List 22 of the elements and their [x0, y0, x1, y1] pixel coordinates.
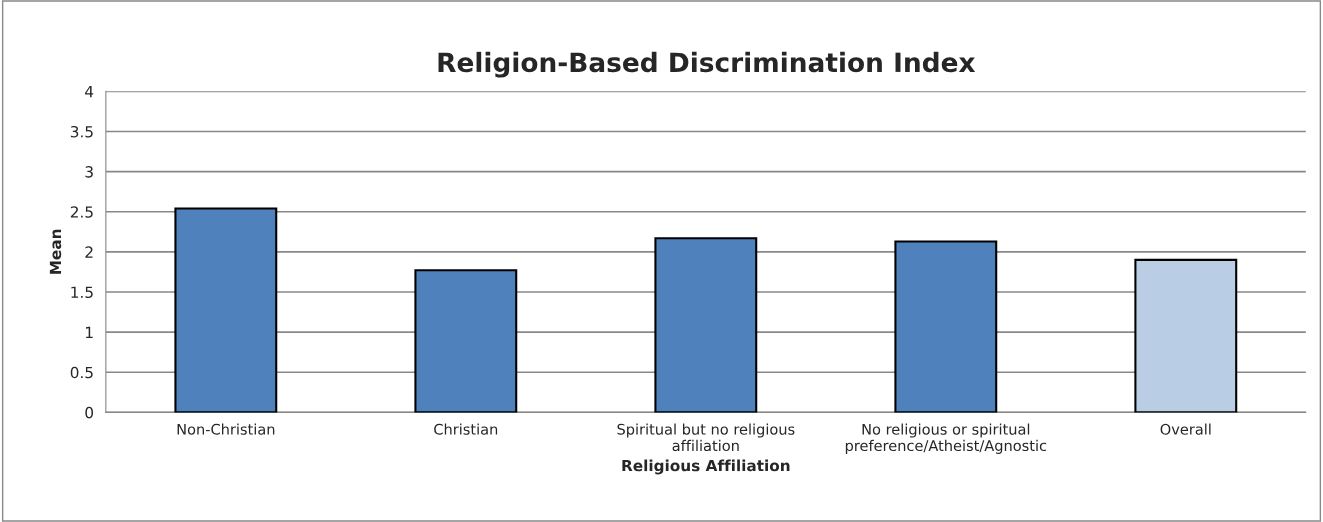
bar [894, 240, 998, 413]
y-axis-title: Mean [49, 229, 62, 274]
y-tick-label: 1.5 [71, 286, 93, 299]
x-tick-label: No religious or spiritual preference/Atheist/Agnostic [845, 423, 1047, 454]
bar [654, 237, 758, 413]
y-tick-label: 2 [85, 246, 93, 258]
bar [414, 269, 518, 413]
y-tick-label: 0.5 [70, 366, 93, 379]
y-tick-label: 3.5 [70, 125, 93, 138]
bar [1134, 258, 1238, 413]
x-tick-label: Non-Christian [177, 423, 275, 435]
y-tick-label: 4 [85, 86, 94, 98]
x-tick-label: Christian [434, 423, 498, 435]
y-tick-label: 3 [85, 166, 93, 178]
chart-title: Religion-Based Discrimination Index [438, 51, 976, 78]
x-tick-label: Spiritual but no religious affiliation [617, 423, 795, 452]
x-axis-title: Religious Affiliation [622, 459, 790, 475]
bar [174, 207, 278, 413]
y-tick-label: 0 [85, 406, 94, 419]
y-tick-label: 2.5 [70, 206, 93, 218]
y-tick-label: 1 [85, 326, 93, 338]
x-tick-label: Overall [1160, 423, 1211, 435]
